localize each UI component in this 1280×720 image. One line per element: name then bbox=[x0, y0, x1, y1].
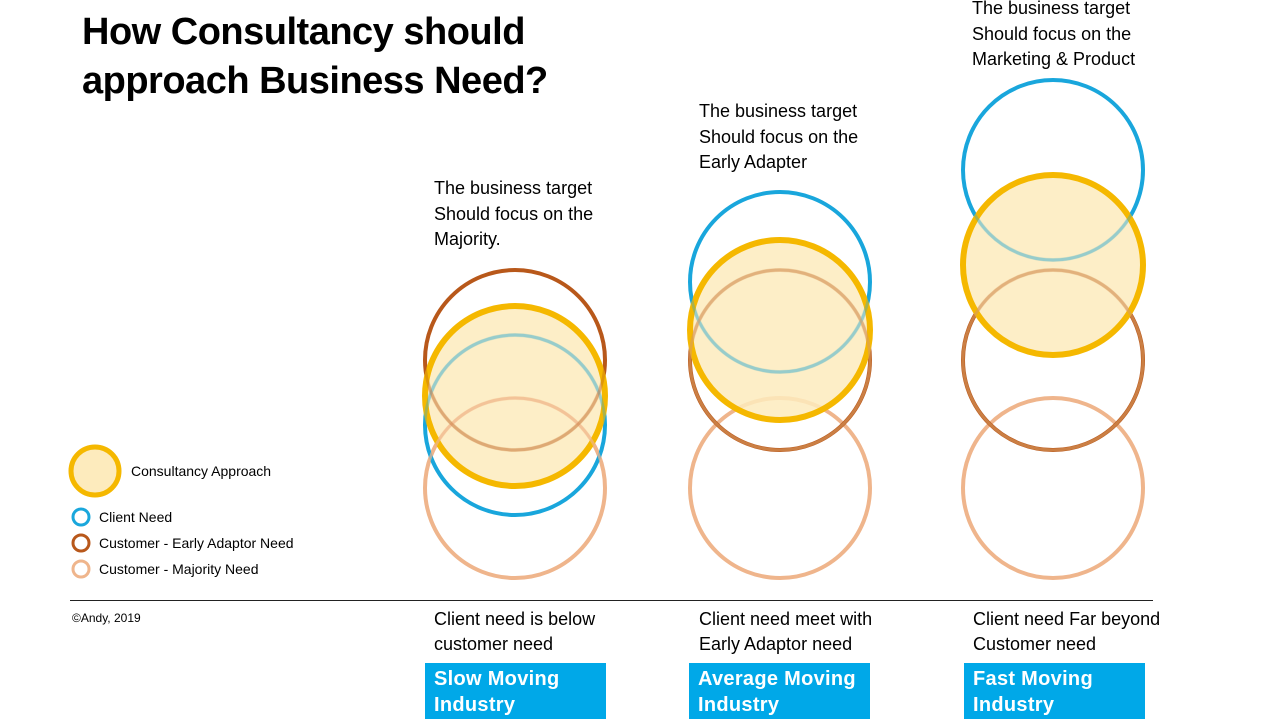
copyright: ©Andy, 2019 bbox=[72, 611, 141, 625]
caption-fast: Client need Far beyond Customer need bbox=[973, 607, 1203, 657]
client-need-circle-overlay bbox=[688, 190, 872, 374]
legend-client-swatch bbox=[71, 507, 91, 527]
legend-majority-swatch bbox=[71, 559, 91, 579]
caption-line: Client need Far beyond bbox=[973, 609, 1161, 629]
page-title: How Consultancy should approach Business… bbox=[82, 8, 548, 106]
legend-item-consultancy: Consultancy Approach bbox=[131, 463, 271, 479]
note-line: Should focus on the bbox=[972, 23, 1132, 44]
badge-line: Fast Moving bbox=[973, 668, 1093, 690]
early-adaptor-need-circle-overlay bbox=[688, 268, 872, 452]
note-slow: The business target Should focus on the … bbox=[434, 176, 674, 253]
consultancy-approach-circle bbox=[960, 172, 1146, 358]
note-average: The business target Should focus on the … bbox=[699, 99, 939, 176]
legend-swatches bbox=[68, 444, 122, 579]
client-need-circle-overlay bbox=[961, 78, 1145, 262]
caption-line: Client need is below bbox=[434, 609, 596, 629]
caption-line: Client need meet with bbox=[699, 609, 873, 629]
legend-label: Consultancy Approach bbox=[131, 463, 272, 479]
note-line: Early Adapter bbox=[699, 152, 808, 172]
badge-fast-moving-industry: Fast Moving Industry bbox=[964, 663, 1145, 719]
badge-average-moving-industry: Average Moving Industry bbox=[689, 663, 870, 719]
majority-need-circle bbox=[961, 396, 1145, 580]
note-line: The business target bbox=[434, 178, 593, 198]
caption-line: customer need bbox=[434, 634, 554, 654]
title-line-2: approach Business Need? bbox=[82, 60, 548, 102]
early-adaptor-need-circle-overlay bbox=[961, 268, 1145, 452]
scenario-average-circles bbox=[687, 190, 873, 580]
badge-line: Average Moving bbox=[698, 668, 856, 690]
early-adaptor-need-circle-overlay bbox=[423, 268, 607, 452]
badge-line: Industry bbox=[434, 694, 516, 716]
divider-line bbox=[70, 600, 1153, 601]
badge-line: Slow Moving bbox=[434, 668, 560, 690]
legend-item-early-adaptor: Customer - Early Adaptor Need bbox=[99, 535, 294, 551]
client-need-circle-overlay bbox=[423, 333, 607, 517]
legend-label: Customer - Majority Need bbox=[99, 561, 259, 577]
badge-line: Industry bbox=[698, 694, 780, 716]
note-line: Marketing & Product bbox=[972, 49, 1136, 69]
legend-item-majority: Customer - Majority Need bbox=[99, 561, 259, 577]
note-line: Should focus on the bbox=[434, 203, 594, 224]
note-line: Should focus on the bbox=[699, 126, 859, 147]
legend-label: Client Need bbox=[99, 509, 173, 525]
legend-early-adaptor-swatch bbox=[71, 533, 91, 553]
note-fast: The business target Should focus on the … bbox=[972, 0, 1212, 73]
consultancy-approach-circle bbox=[422, 303, 608, 489]
consultancy-approach-circle bbox=[687, 237, 873, 423]
badge-line: Industry bbox=[973, 694, 1055, 716]
caption-line: Early Adaptor need bbox=[699, 634, 853, 654]
title-line-1: How Consultancy should bbox=[82, 11, 525, 53]
legend-consultancy-swatch bbox=[68, 444, 122, 498]
badge-slow-moving-industry: Slow Moving Industry bbox=[425, 663, 606, 719]
note-line: The business target bbox=[699, 101, 858, 121]
legend-label: Customer - Early Adaptor Need bbox=[99, 535, 294, 551]
note-line: Majority. bbox=[434, 229, 501, 249]
legend-item-client: Client Need bbox=[99, 509, 172, 525]
scenario-slow-circles bbox=[422, 268, 608, 580]
caption-average: Client need meet with Early Adaptor need bbox=[699, 607, 929, 657]
note-line: The business target bbox=[972, 0, 1131, 18]
caption-slow: Client need is below customer need bbox=[434, 607, 664, 657]
majority-need-circle-overlay bbox=[423, 396, 607, 580]
scenario-fast-circles bbox=[960, 78, 1146, 580]
caption-line: Customer need bbox=[973, 634, 1097, 654]
